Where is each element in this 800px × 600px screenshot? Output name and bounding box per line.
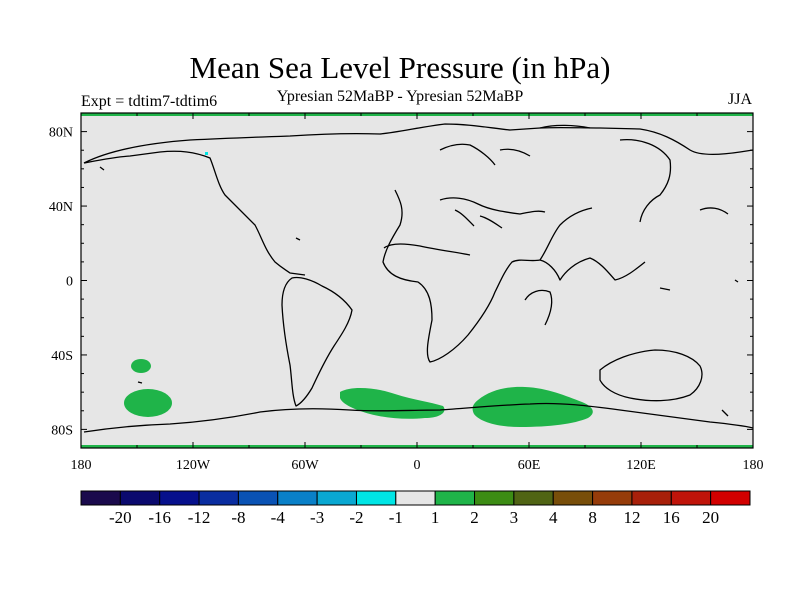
colorbar-label: -3 bbox=[310, 508, 324, 527]
colorbar-label: -20 bbox=[109, 508, 132, 527]
coastlines bbox=[83, 123, 753, 433]
colorbar-label: 2 bbox=[470, 508, 479, 527]
colorbar-swatch bbox=[710, 490, 751, 506]
colorbar-label: 8 bbox=[588, 508, 597, 527]
anomaly-region-pacific bbox=[124, 389, 172, 417]
colorbar-swatch bbox=[513, 490, 554, 506]
map-background bbox=[81, 113, 753, 448]
colorbar-swatch bbox=[434, 490, 476, 506]
colorbar-swatch bbox=[119, 490, 161, 506]
colorbar-label: 12 bbox=[623, 508, 640, 527]
lon-tick-label: 60E bbox=[518, 458, 541, 473]
anomaly-region-indian bbox=[472, 386, 593, 427]
lon-tick-label: 0 bbox=[414, 458, 421, 473]
colorbar-label: 4 bbox=[549, 508, 558, 527]
colorbar-swatch bbox=[670, 490, 712, 506]
colorbar-swatch bbox=[552, 490, 594, 506]
lon-tick-label: 120W bbox=[176, 458, 211, 473]
colorbar-swatch bbox=[80, 490, 121, 506]
colorbar-swatch bbox=[159, 490, 200, 506]
lat-tick-label: 80S bbox=[51, 423, 73, 438]
longitude-ticks: 180 120W 60W 0 60E 120E 180 bbox=[71, 113, 764, 473]
colorbar-label: -2 bbox=[349, 508, 363, 527]
experiment-label: Expt = tdtim7-tdtim6 bbox=[81, 93, 218, 110]
colorbar-swatch bbox=[631, 490, 672, 506]
lon-tick-label: 180 bbox=[743, 458, 764, 473]
lat-tick-label: 0 bbox=[66, 275, 73, 290]
colorbar-swatch bbox=[474, 490, 515, 506]
colorbar-swatch bbox=[277, 490, 318, 506]
plot-subtitle: Ypresian 52MaBP - Ypresian 52MaBP bbox=[276, 88, 524, 105]
colorbar-label: 1 bbox=[431, 508, 440, 527]
colorbar-label: 16 bbox=[663, 508, 680, 527]
colorbar-label: 3 bbox=[510, 508, 519, 527]
lon-tick-label: 180 bbox=[71, 458, 92, 473]
lat-tick-label: 40S bbox=[51, 349, 73, 364]
anomaly-region-pacific-small bbox=[131, 359, 151, 373]
colorbar-label: -8 bbox=[231, 508, 245, 527]
colorbar-label: -4 bbox=[271, 508, 286, 527]
lon-tick-label: 120E bbox=[626, 458, 656, 473]
lat-tick-label: 40N bbox=[49, 200, 73, 215]
colorbar-label: 20 bbox=[702, 508, 719, 527]
colorbar-swatch bbox=[198, 490, 239, 506]
colorbar-label: -1 bbox=[389, 508, 403, 527]
colorbar-label: -12 bbox=[188, 508, 211, 527]
colorbar-swatch bbox=[395, 490, 436, 506]
colorbar-swatch bbox=[237, 490, 279, 506]
lat-tick-label: 80N bbox=[49, 126, 73, 141]
anomaly-region-arctic bbox=[205, 152, 208, 155]
latitude-ticks: 80N 40N 0 40S 80S bbox=[49, 112, 753, 449]
plot-title: Mean Sea Level Pressure (in hPa) bbox=[189, 50, 611, 85]
colorbar-swatch bbox=[355, 490, 397, 506]
season-label: JJA bbox=[727, 91, 752, 108]
colorbar-swatch bbox=[316, 490, 357, 506]
colorbar-swatch bbox=[592, 490, 633, 506]
colorbar-label: -16 bbox=[148, 508, 171, 527]
colorbar: -20 -16 -12 -8 -4 -3 -2 -1 1 2 3 4 8 12 16 20 bbox=[80, 490, 751, 527]
lon-tick-label: 60W bbox=[291, 458, 319, 473]
